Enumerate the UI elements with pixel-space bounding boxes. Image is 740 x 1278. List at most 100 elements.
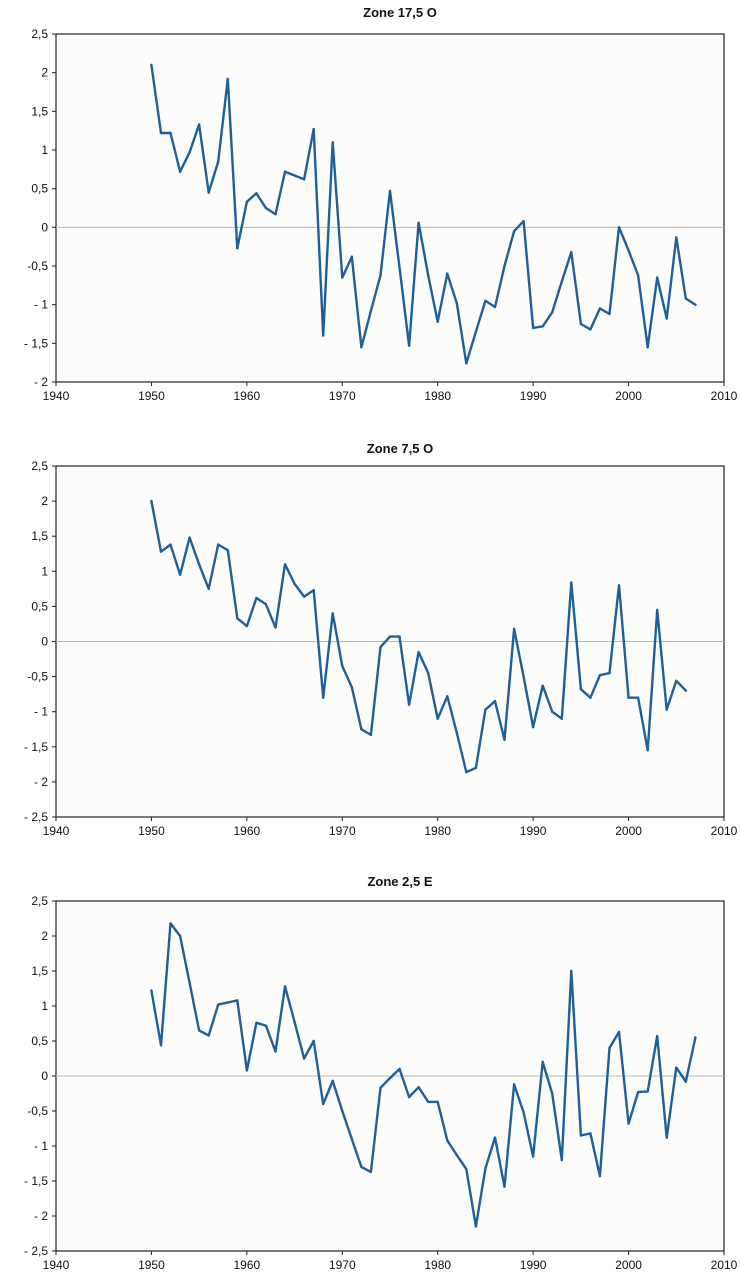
data-point [236,247,239,250]
data-point [455,1153,458,1157]
y-tick-label: 0 [41,635,48,649]
data-point [656,276,659,279]
y-tick-label: 2,5 [31,27,48,41]
data-point [503,264,506,268]
data-point [551,710,554,713]
x-tick-label: 1940 [43,389,70,403]
y-tick-label: - 1 [34,298,48,312]
data-point [436,1100,439,1104]
data-point [474,766,478,770]
data-point [493,699,497,703]
data-point [465,362,468,365]
data-point [541,325,544,328]
y-tick-label: - 2 [34,1209,48,1223]
x-tick-label: 1960 [234,389,261,403]
data-point [627,249,630,252]
y-tick-label: - 2,5 [24,1244,48,1258]
data-point [331,612,334,615]
data-point [322,1102,325,1106]
data-point [150,63,153,67]
data-point [331,141,334,144]
x-tick-label: 2010 [711,389,738,403]
data-point [226,77,229,81]
data-point [531,326,535,330]
data-point [512,1083,516,1086]
data-point [522,675,525,678]
y-tick-label: - 1 [34,705,48,719]
data-point [665,708,668,711]
data-point [159,1044,163,1047]
data-point [541,1060,544,1064]
x-tick-label: 1940 [43,1258,70,1272]
y-tick-label: 1 [41,564,48,578]
data-point [598,673,602,677]
data-point [694,303,697,306]
data-point [560,1158,563,1162]
data-point [551,1092,554,1095]
data-point [197,1029,201,1032]
data-point [388,635,392,638]
x-tick-label: 2000 [615,1258,642,1272]
y-tick-label: - 1 [34,1139,48,1153]
data-point [646,346,649,349]
data-point [636,274,640,277]
data-point [264,206,268,210]
y-tick-label: - 2 [34,775,48,789]
data-point [274,1050,277,1053]
series-line [150,63,697,365]
x-tick-label: 1990 [520,824,547,838]
chart-zone-2-5-e: Zone 2,5 E 2,5 2 1,5 1 0,5 0 -0,5 - 1 - 1,5 - 2 - 2… [24,874,738,1272]
data-point [426,274,430,277]
data-point [302,595,306,598]
data-point [379,274,382,277]
data-point [236,999,239,1002]
data-point [360,1165,363,1169]
y-tick-label: -0,5 [27,670,48,684]
data-point [236,617,239,620]
chart-title: Zone 7,5 O [367,441,433,456]
data-point [493,1136,497,1139]
x-tick-label: 1970 [329,389,356,403]
x-tick-label: 1970 [329,824,356,838]
data-point [197,563,201,566]
data-point [331,1079,334,1083]
data-point [656,1034,659,1038]
data-point [684,689,688,692]
data-point [493,305,497,309]
data-point [589,328,592,331]
data-point [245,624,249,628]
data-point [360,346,363,349]
data-point [684,1080,688,1083]
data-point [255,1021,258,1024]
x-tick-label: 1950 [138,389,165,403]
y-tick-label: -0,5 [27,259,48,273]
data-point [570,969,573,973]
chart-zone-7-5-o: Zone 7,5 O 2,5 2 1,5 1 0,5 0 -0,5 - 1 - 1,5 - 2 - 2… [24,441,738,838]
x-tick-label: 1940 [43,824,70,838]
data-point [407,703,411,706]
data-point [665,1136,668,1139]
data-point [398,266,401,269]
data-point [522,1111,525,1114]
y-tick-label: 1,5 [31,529,48,543]
data-point [608,1046,611,1050]
data-point [465,1167,468,1171]
data-point [350,1137,354,1141]
data-point [694,1036,697,1039]
y-tick-label: - 1,5 [24,740,48,754]
data-point [360,728,363,731]
data-point [617,1030,621,1034]
data-point [398,1067,401,1071]
data-point [312,127,315,131]
data-point [188,151,191,154]
data-point [598,307,602,310]
data-point [388,189,392,193]
data-point [560,280,563,283]
data-point [560,717,563,720]
data-point [178,170,182,173]
data-point [627,696,630,699]
data-point [446,695,449,698]
data-point [293,1020,296,1024]
y-tick-label: 1,5 [31,964,48,978]
x-tick-label: 2000 [615,389,642,403]
